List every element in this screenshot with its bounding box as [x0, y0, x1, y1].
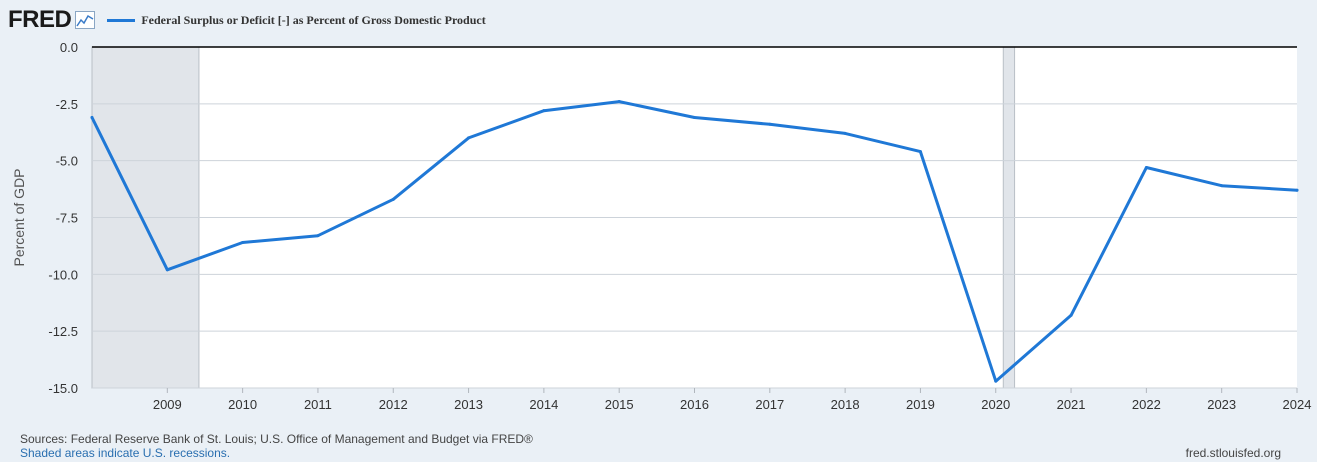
data-point	[617, 100, 621, 104]
legend-label: Federal Surplus or Deficit [-] as Percen…	[141, 12, 486, 27]
y-tick-label: 0.0	[60, 40, 78, 55]
x-tick-label: 2014	[529, 397, 558, 412]
x-tick-label: 2023	[1207, 397, 1236, 412]
legend-swatch	[107, 18, 136, 22]
y-tick-label: -2.5	[56, 97, 78, 112]
footer-sources: Sources: Federal Reserve Bank of St. Lou…	[20, 432, 533, 460]
y-tick-label: -7.5	[56, 211, 78, 226]
data-point	[1069, 313, 1073, 317]
data-point	[542, 109, 546, 113]
x-tick-label: 2019	[906, 397, 935, 412]
x-tick-label: 2020	[981, 397, 1010, 412]
data-point	[316, 234, 320, 238]
x-tick-label: 2012	[379, 397, 408, 412]
data-point	[693, 115, 696, 119]
data-point	[391, 197, 395, 201]
x-tick-label: 2010	[228, 397, 257, 412]
data-point	[90, 115, 94, 119]
x-tick-label: 2017	[755, 397, 784, 412]
x-tick-label: 2015	[605, 397, 634, 412]
data-point	[1144, 165, 1148, 169]
x-tick-label: 2022	[1132, 397, 1161, 412]
y-tick-label: -15.0	[48, 381, 78, 396]
sources-text: Sources: Federal Reserve Bank of St. Lou…	[20, 432, 533, 446]
data-point	[467, 136, 471, 140]
x-tick-label: 2018	[831, 397, 860, 412]
recession-note[interactable]: Shaded areas indicate U.S. recessions.	[20, 446, 231, 460]
x-tick-label: 2011	[304, 397, 332, 412]
x-tick-label: 2009	[153, 397, 182, 412]
chart-header: FRED Federal Surplus or Deficit [-] as P…	[8, 6, 486, 34]
data-point	[843, 131, 847, 135]
x-tick-label: 2024	[1283, 397, 1312, 412]
data-point	[994, 379, 998, 383]
data-point	[1295, 188, 1299, 192]
x-tick-label: 2016	[680, 397, 709, 412]
y-tick-label: -12.5	[48, 324, 78, 339]
data-point	[241, 241, 245, 245]
data-point	[1220, 184, 1224, 188]
line-chart-icon[interactable]	[75, 11, 96, 29]
x-tick-label: 2013	[454, 397, 483, 412]
y-tick-label: -5.0	[56, 154, 78, 169]
fred-logo[interactable]: FRED	[8, 6, 72, 33]
y-axis-label: Percent of GDP	[11, 168, 27, 266]
site-url[interactable]: fred.stlouisfed.org	[1185, 446, 1281, 460]
y-tick-label: -10.0	[48, 267, 78, 282]
data-point	[918, 150, 922, 154]
data-point	[768, 122, 772, 126]
data-point	[165, 268, 169, 272]
x-tick-label: 2021	[1057, 397, 1086, 412]
